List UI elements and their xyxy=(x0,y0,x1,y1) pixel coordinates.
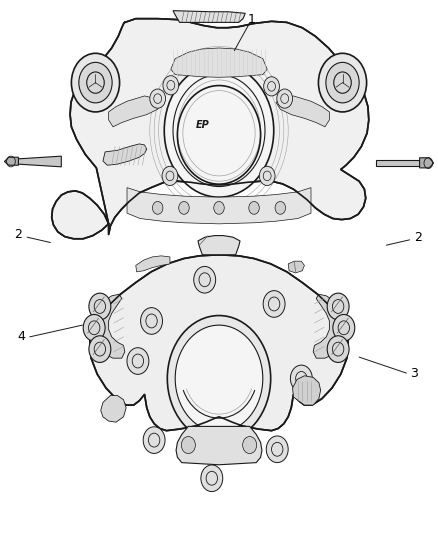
Circle shape xyxy=(150,89,166,108)
Text: 3: 3 xyxy=(410,367,418,379)
Circle shape xyxy=(162,166,178,185)
Polygon shape xyxy=(293,376,321,405)
Text: 2: 2 xyxy=(414,231,422,244)
Circle shape xyxy=(214,201,224,214)
Circle shape xyxy=(143,427,165,454)
Polygon shape xyxy=(276,96,329,127)
Circle shape xyxy=(275,201,286,214)
Polygon shape xyxy=(127,188,311,224)
Circle shape xyxy=(327,336,349,362)
Polygon shape xyxy=(198,236,240,255)
Polygon shape xyxy=(18,156,61,167)
Circle shape xyxy=(89,336,111,362)
Polygon shape xyxy=(91,294,125,358)
Circle shape xyxy=(141,308,162,334)
Circle shape xyxy=(259,166,275,185)
Circle shape xyxy=(266,436,288,463)
Polygon shape xyxy=(288,261,304,273)
Polygon shape xyxy=(313,294,347,358)
Circle shape xyxy=(79,62,112,103)
Circle shape xyxy=(333,314,355,341)
Polygon shape xyxy=(176,426,262,465)
Text: 4: 4 xyxy=(17,330,25,343)
Polygon shape xyxy=(52,19,369,239)
Circle shape xyxy=(249,201,259,214)
Text: 2: 2 xyxy=(14,228,22,241)
Polygon shape xyxy=(136,256,170,272)
Polygon shape xyxy=(101,395,126,422)
Text: EP: EP xyxy=(195,120,209,130)
Polygon shape xyxy=(173,11,245,22)
Circle shape xyxy=(290,365,312,392)
Circle shape xyxy=(167,316,271,441)
Polygon shape xyxy=(171,48,267,77)
Circle shape xyxy=(194,266,215,293)
Polygon shape xyxy=(90,255,348,431)
Circle shape xyxy=(127,348,149,374)
Circle shape xyxy=(263,290,285,317)
Circle shape xyxy=(83,314,105,341)
Circle shape xyxy=(264,77,279,96)
Polygon shape xyxy=(103,144,147,165)
Circle shape xyxy=(175,325,263,432)
Polygon shape xyxy=(109,96,162,127)
Circle shape xyxy=(89,293,111,320)
Circle shape xyxy=(243,437,257,454)
Circle shape xyxy=(152,201,163,214)
Circle shape xyxy=(163,76,179,95)
Text: 1: 1 xyxy=(248,13,256,26)
Circle shape xyxy=(71,53,120,112)
Circle shape xyxy=(201,465,223,491)
Polygon shape xyxy=(4,157,18,165)
Circle shape xyxy=(277,89,293,108)
Circle shape xyxy=(327,293,349,320)
Circle shape xyxy=(179,201,189,214)
Circle shape xyxy=(181,437,195,454)
Polygon shape xyxy=(420,158,434,168)
Circle shape xyxy=(164,64,274,197)
Polygon shape xyxy=(376,160,420,166)
Circle shape xyxy=(318,53,367,112)
Circle shape xyxy=(326,62,359,103)
